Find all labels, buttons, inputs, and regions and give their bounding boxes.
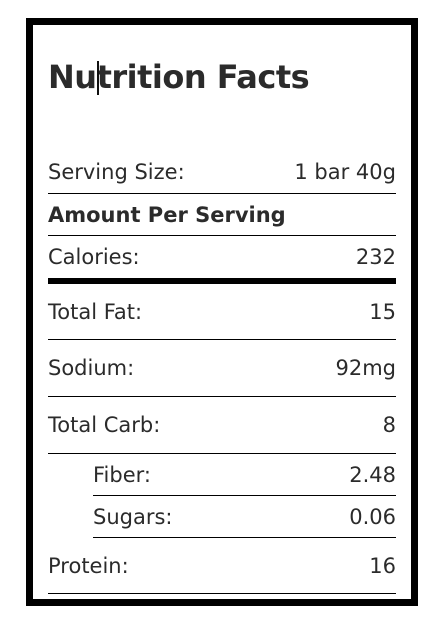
sugars-value: 0.06 bbox=[349, 504, 396, 529]
serving-size-label: Serving Size: bbox=[48, 159, 185, 184]
fiber-value: 2.48 bbox=[349, 462, 396, 487]
total-fat-label: Total Fat: bbox=[48, 299, 143, 324]
amount-per-serving-heading: Amount Per Serving bbox=[48, 202, 286, 227]
calories-label: Calories: bbox=[48, 245, 140, 269]
calories-value: 232 bbox=[355, 245, 396, 269]
serving-size-row: Serving Size: 1 bar 40g bbox=[48, 150, 396, 194]
sugars-label: Sugars: bbox=[93, 504, 173, 529]
fiber-row: Fiber: 2.48 bbox=[93, 454, 396, 496]
protein-label: Protein: bbox=[48, 553, 129, 578]
nutrition-facts-panel: Nutrition Facts Serving Size: 1 bar 40g … bbox=[26, 18, 418, 606]
sodium-row: Sodium: 92mg bbox=[48, 340, 396, 397]
serving-size-value: 1 bar 40g bbox=[294, 159, 396, 184]
fiber-label: Fiber: bbox=[93, 462, 151, 487]
calories-row: Calories: 232 bbox=[48, 236, 396, 284]
sugars-row: Sugars: 0.06 bbox=[93, 496, 396, 538]
text-cursor bbox=[97, 61, 99, 95]
total-fat-row: Total Fat: 15 bbox=[48, 284, 396, 340]
sodium-value: 92mg bbox=[335, 356, 396, 380]
sodium-label: Sodium: bbox=[48, 356, 135, 380]
protein-row: Protein: 16 bbox=[48, 538, 396, 594]
amount-per-serving-row: Amount Per Serving bbox=[48, 194, 396, 236]
total-carb-value: 8 bbox=[382, 413, 396, 437]
nutrition-facts-title[interactable]: Nutrition Facts bbox=[48, 58, 310, 96]
nutrition-facts-content: Nutrition Facts Serving Size: 1 bar 40g … bbox=[48, 25, 396, 599]
protein-value: 16 bbox=[369, 553, 396, 578]
total-fat-value: 15 bbox=[369, 299, 396, 324]
total-carb-label: Total Carb: bbox=[48, 413, 161, 437]
total-carb-row: Total Carb: 8 bbox=[48, 397, 396, 454]
